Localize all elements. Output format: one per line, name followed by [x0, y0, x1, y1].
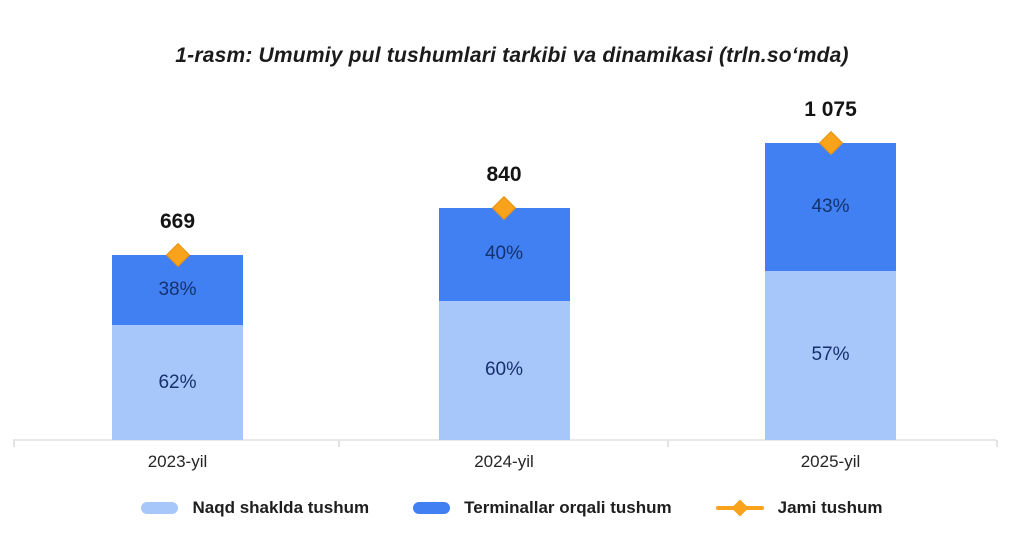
bar-2025-yil: 1 075 43% 57%: [765, 98, 896, 440]
x-axis-tick: [667, 440, 669, 447]
total-marker-diamond-icon: [731, 499, 749, 517]
cash-swatch-icon: [141, 502, 179, 514]
chart-title: 1-rasm: Umumiy pul tushumlari tarkibi va…: [175, 44, 849, 67]
x-axis-label-2025-yil: 2025-yil: [800, 452, 861, 471]
bar-segment-terminal: 40%: [438, 207, 570, 301]
legend-item-total: Jami tushum: [715, 498, 883, 518]
x-axis-tick: [996, 440, 998, 447]
total-label: 669: [159, 210, 196, 233]
legend-item-cash: Naqd shaklda tushum: [141, 498, 369, 518]
legend-item-terminal: Terminallar orqali tushum: [413, 498, 672, 518]
legend: Naqd shaklda tushum Terminallar orqali t…: [0, 498, 1024, 518]
x-axis-label-2024-yil: 2024-yil: [474, 452, 534, 471]
x-axis-tick: [338, 440, 340, 447]
legend-label-cash: Naqd shaklda tushum: [192, 498, 370, 517]
x-axis-label-2023-yil: 2023-yil: [147, 452, 208, 471]
x-axis-line: [13, 439, 996, 441]
terminal-swatch-icon: [413, 502, 451, 514]
bar-2023-yil: 669 38% 62%: [112, 210, 243, 440]
bar-segment-cash: 60%: [438, 300, 570, 440]
total-marker-line-icon: [715, 499, 764, 517]
bar-segment-cash: 57%: [765, 270, 896, 440]
x-axis-tick: [13, 440, 15, 447]
legend-label-total: Jami tushum: [777, 498, 883, 517]
legend-label-terminal: Terminallar orqali tushum: [464, 498, 672, 517]
total-label: 1 075: [804, 97, 857, 121]
total-label: 840: [486, 162, 522, 186]
bar-segment-cash: 62%: [112, 325, 243, 440]
bar-2024-yil: 840 40% 60%: [438, 163, 570, 440]
bar-segment-terminal: 43%: [765, 142, 896, 271]
